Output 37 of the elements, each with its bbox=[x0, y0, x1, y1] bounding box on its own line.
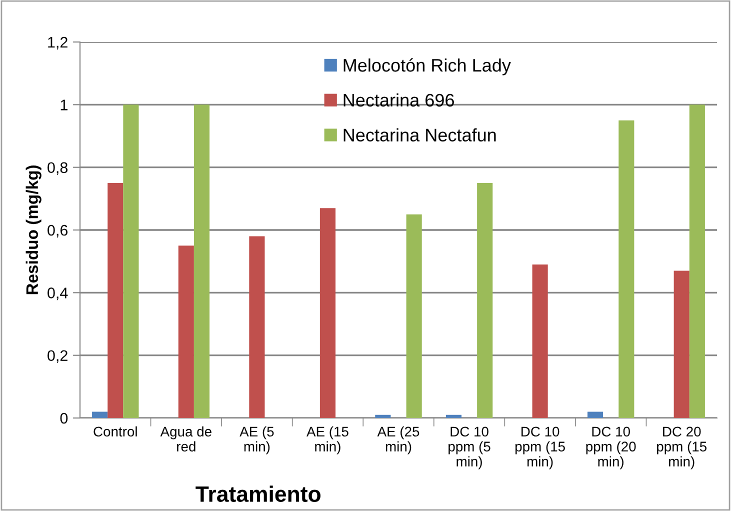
y-tick-label: 0,2 bbox=[48, 350, 68, 363]
bar bbox=[446, 414, 462, 418]
x-tick-label: AE (15 min) bbox=[306, 426, 348, 454]
bar bbox=[587, 412, 604, 418]
y-tick-label: 1,2 bbox=[48, 36, 68, 50]
bar bbox=[194, 104, 210, 418]
bar bbox=[532, 264, 548, 418]
x-tick-label: DC 10 ppm (20 min) bbox=[586, 426, 636, 470]
bar bbox=[178, 246, 194, 418]
y-tick-label: 0,4 bbox=[48, 288, 68, 300]
x-tick-label: DC 10 ppm (5 min) bbox=[448, 426, 490, 470]
bar bbox=[618, 120, 634, 418]
bar bbox=[477, 183, 493, 418]
bar bbox=[108, 183, 124, 418]
x-tick-label: AE (5 min) bbox=[240, 426, 274, 454]
y-tick-label: 1 bbox=[60, 100, 68, 110]
bar bbox=[689, 104, 705, 418]
y-axis-title: Residuo (mg/kg) bbox=[26, 166, 42, 294]
x-tick-label: AE (25 min) bbox=[377, 426, 420, 454]
legend-label: Melocotón Rich Lady bbox=[344, 58, 511, 76]
y-tick-label: 0 bbox=[60, 412, 68, 424]
bar bbox=[123, 104, 139, 418]
bar bbox=[375, 414, 391, 418]
x-tick-label: DC 10 ppm (15 min) bbox=[515, 426, 565, 470]
y-tick-label: 0,6 bbox=[48, 224, 68, 238]
x-tick-label: Control bbox=[94, 426, 137, 437]
y-tick-label: 0,8 bbox=[48, 162, 68, 175]
bar bbox=[249, 236, 265, 418]
x-tick-label: Agua de red bbox=[160, 426, 212, 452]
bar bbox=[406, 214, 422, 418]
x-axis-title: Tratamiento bbox=[196, 486, 320, 502]
bar bbox=[92, 412, 108, 418]
x-tick-label: DC 20 ppm (15 min) bbox=[657, 426, 707, 470]
legend-label: Nectarina 696 bbox=[344, 93, 454, 107]
bar bbox=[320, 208, 336, 418]
bar bbox=[674, 270, 690, 418]
legend-label: Nectarina Nectafun bbox=[344, 128, 496, 142]
